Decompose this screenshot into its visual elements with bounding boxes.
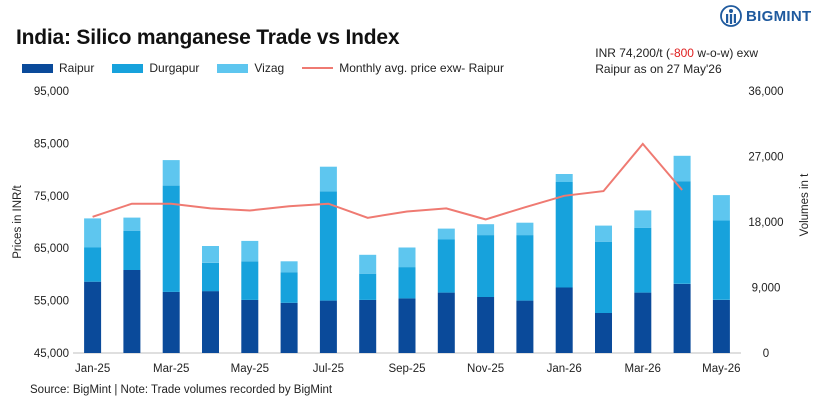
x-tick-label: May-26 <box>702 363 740 375</box>
bar-vizag <box>673 155 691 182</box>
y-left-tick-label: 95,000 <box>34 86 69 98</box>
y-left-tick-label: 85,000 <box>34 138 69 150</box>
bar-raipur <box>202 291 219 353</box>
bar-durgapur <box>634 227 652 293</box>
x-tick-label: Jan-26 <box>547 363 582 375</box>
bar-durgapur <box>241 261 259 300</box>
legend-swatch-raipur <box>22 63 53 73</box>
bar-raipur <box>712 299 730 353</box>
bar-durgapur <box>595 241 612 313</box>
y-right-tick-label: 18,000 <box>748 217 783 229</box>
bar-durgapur <box>437 239 455 293</box>
legend-item-durgapur: Durgapur <box>112 61 199 75</box>
bar-raipur <box>673 283 691 353</box>
y-right-tick-label: 9,000 <box>752 283 781 295</box>
bar-raipur <box>477 297 495 353</box>
legend-item-vizag: Vizag <box>217 61 284 75</box>
x-tick-label: Jul-25 <box>313 363 344 375</box>
bar-durgapur <box>280 272 298 303</box>
y-right-tick-label: 27,000 <box>748 152 783 164</box>
price-note-line1: INR 74,200/t (-800 w-o-w) exw <box>595 45 758 61</box>
legend-swatch-price <box>302 67 334 69</box>
brand-logo: BIGMINT <box>720 4 811 28</box>
bar-vizag <box>516 222 534 236</box>
bar-vizag <box>437 228 455 240</box>
legend-label-raipur: Raipur <box>59 61 95 75</box>
legend-label-durgapur: Durgapur <box>149 61 200 75</box>
x-tick-label: Nov-25 <box>467 363 504 375</box>
bar-vizag <box>202 246 219 263</box>
bar-vizag <box>359 254 377 274</box>
bar-durgapur <box>202 262 219 292</box>
bar-durgapur <box>477 235 495 297</box>
brand-logo-icon <box>720 5 742 27</box>
y-left-axis-title: Prices in INR/t <box>12 184 24 258</box>
bar-vizag <box>84 218 102 248</box>
bar-vizag <box>280 261 298 273</box>
bar-vizag <box>712 195 730 221</box>
y-right-tick-label: 36,000 <box>748 86 783 98</box>
price-note-prefix: INR 74,200/t ( <box>595 46 670 60</box>
bar-raipur <box>516 300 534 353</box>
bar-raipur <box>162 291 180 353</box>
y-left-tick-label: 55,000 <box>34 296 69 308</box>
bar-raipur <box>319 300 337 353</box>
y-right-tick-label: 0 <box>763 348 769 360</box>
y-left-tick-label: 65,000 <box>34 243 69 255</box>
bar-durgapur <box>555 182 573 288</box>
bar-vizag <box>634 210 652 228</box>
legend-swatch-vizag <box>217 63 249 73</box>
legend-label-price: Monthly avg. price exw- Raipur <box>339 61 504 75</box>
bar-durgapur <box>319 191 337 301</box>
bar-vizag <box>555 174 573 182</box>
bar-durgapur <box>712 220 730 300</box>
x-tick-label: May-25 <box>231 363 269 375</box>
bar-durgapur <box>84 247 102 282</box>
line-price-raipur <box>92 142 683 221</box>
bar-raipur <box>280 302 298 353</box>
bar-durgapur <box>516 235 534 301</box>
bar-raipur <box>359 299 377 353</box>
chart-title: India: Silico manganese Trade vs Index <box>16 26 400 49</box>
source-note: Source: BigMint | Note: Trade volumes re… <box>30 384 333 396</box>
bar-raipur <box>634 292 652 353</box>
y-left-tick-label: 75,000 <box>34 191 69 203</box>
price-note-change: -800 <box>669 46 694 60</box>
bar-vizag <box>398 247 416 268</box>
legend-item-price: Monthly avg. price exw- Raipur <box>302 61 504 75</box>
bar-vizag <box>241 240 259 262</box>
bar-durgapur <box>123 230 141 270</box>
y-right-axis-title: Volumes in t <box>799 173 811 236</box>
y-left-tick-label: 45,000 <box>34 348 69 360</box>
bar-raipur <box>437 292 455 353</box>
legend-item-raipur: Raipur <box>22 61 94 75</box>
price-note-line2: Raipur as on 27 May'26 <box>595 62 722 76</box>
bar-raipur <box>241 299 259 353</box>
price-note-suffix: w-o-w) exw <box>693 46 758 60</box>
bar-raipur <box>123 270 141 353</box>
bar-durgapur <box>359 273 377 300</box>
bar-durgapur <box>162 185 180 292</box>
bar-durgapur <box>398 267 416 299</box>
bar-durgapur <box>673 181 691 284</box>
chart-legend: Raipur Durgapur Vizag Monthly avg. price… <box>22 61 522 75</box>
x-tick-label: Mar-25 <box>153 363 189 375</box>
x-tick-label: Mar-26 <box>625 363 661 375</box>
bar-raipur <box>84 281 102 353</box>
price-note: INR 74,200/t (-800 w-o-w) exw Raipur as … <box>595 45 758 77</box>
bar-vizag <box>123 217 141 231</box>
bar-raipur <box>595 313 612 353</box>
x-tick-label: Jan-25 <box>75 363 110 375</box>
bar-vizag <box>162 160 180 186</box>
legend-swatch-durgapur <box>112 63 144 73</box>
bar-raipur <box>555 287 573 353</box>
bar-vizag <box>595 225 612 242</box>
brand-name: BIGMINT <box>746 7 812 25</box>
x-tick-label: Sep-25 <box>388 363 425 375</box>
bar-vizag <box>477 224 495 236</box>
legend-label-vizag: Vizag <box>254 61 285 75</box>
bar-raipur <box>398 298 416 353</box>
bar-vizag <box>319 166 337 192</box>
